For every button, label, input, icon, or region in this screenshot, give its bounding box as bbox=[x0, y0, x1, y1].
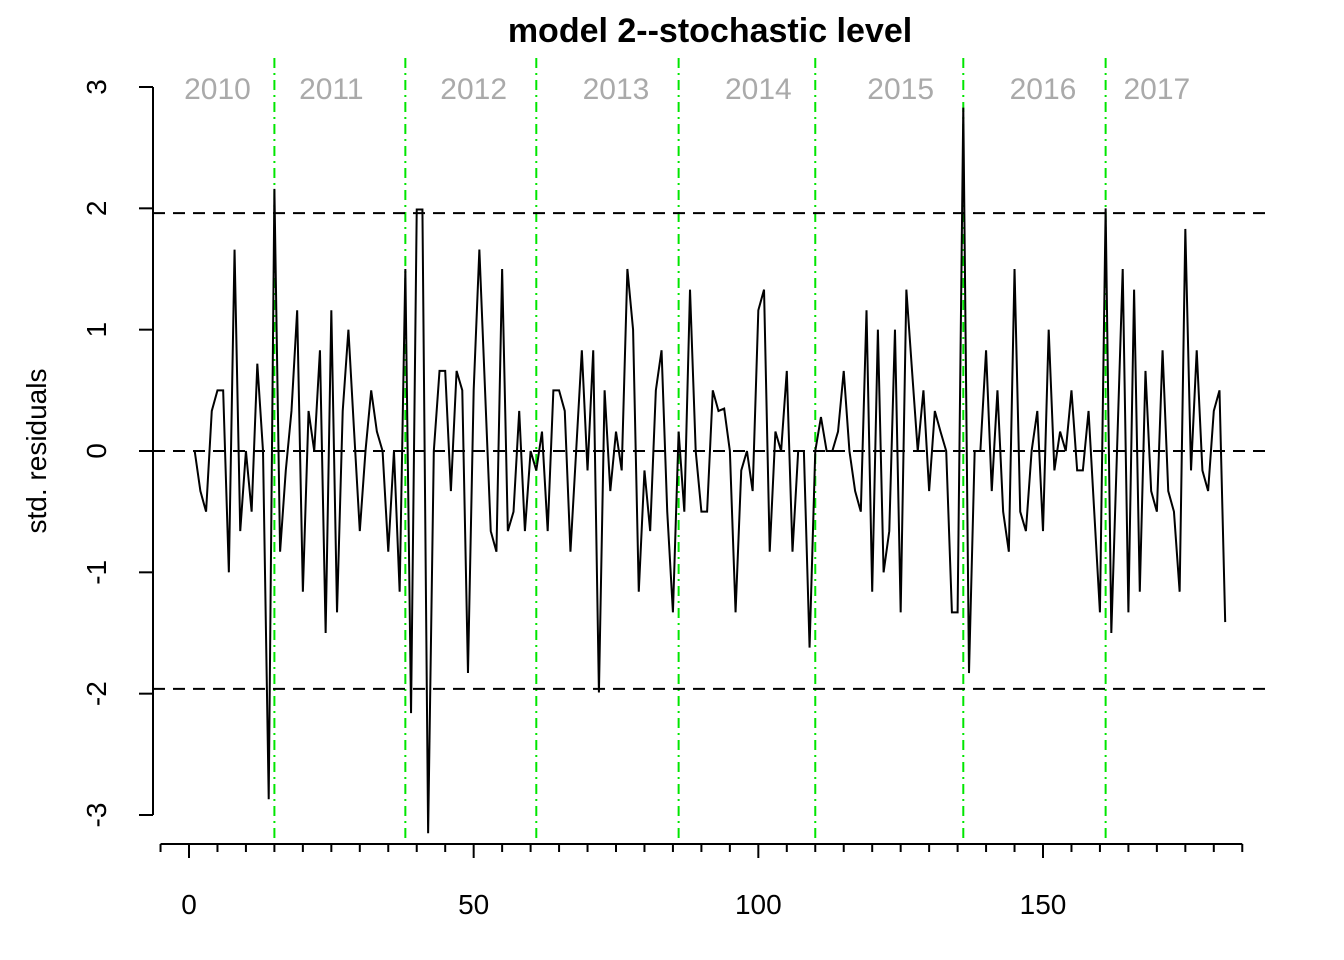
y-tick-label-3: 3 bbox=[81, 79, 112, 95]
y-tick-label--1: -1 bbox=[81, 560, 112, 585]
x-tick-label-50: 50 bbox=[458, 889, 489, 920]
year-label-2010: 2010 bbox=[184, 73, 251, 106]
year-labels: 2010 2011 2012 2013 2014 2015 2016 2017 bbox=[184, 73, 1190, 106]
y-tick-label-1: 1 bbox=[81, 322, 112, 338]
x-tick-label-100: 100 bbox=[735, 889, 782, 920]
reference-lines bbox=[153, 212, 1266, 690]
year-label-2017: 2017 bbox=[1123, 73, 1190, 106]
year-label-2013: 2013 bbox=[583, 73, 650, 106]
y-axis-title: std. residuals bbox=[21, 369, 52, 534]
x-tick-label-0: 0 bbox=[181, 889, 197, 920]
y-tick-label-2: 2 bbox=[81, 201, 112, 217]
axes: 0 50 100 150 -3 -2 -1 0 1 2 3 bbox=[81, 79, 1244, 920]
y-tick-label--3: -3 bbox=[81, 803, 112, 828]
year-label-2014: 2014 bbox=[725, 73, 792, 106]
year-label-2015: 2015 bbox=[867, 73, 934, 106]
year-label-2016: 2016 bbox=[1010, 73, 1077, 106]
year-label-2011: 2011 bbox=[299, 73, 364, 106]
y-tick-label--2: -2 bbox=[81, 681, 112, 706]
x-tick-label-150: 150 bbox=[1020, 889, 1067, 920]
series-group bbox=[193, 107, 1227, 834]
year-label-2012: 2012 bbox=[440, 73, 507, 106]
year-separators bbox=[273, 58, 1107, 844]
series-line-1 bbox=[193, 107, 1227, 834]
y-tick-label-0: 0 bbox=[81, 443, 112, 459]
chart-title: model 2--stochastic level bbox=[508, 12, 912, 50]
